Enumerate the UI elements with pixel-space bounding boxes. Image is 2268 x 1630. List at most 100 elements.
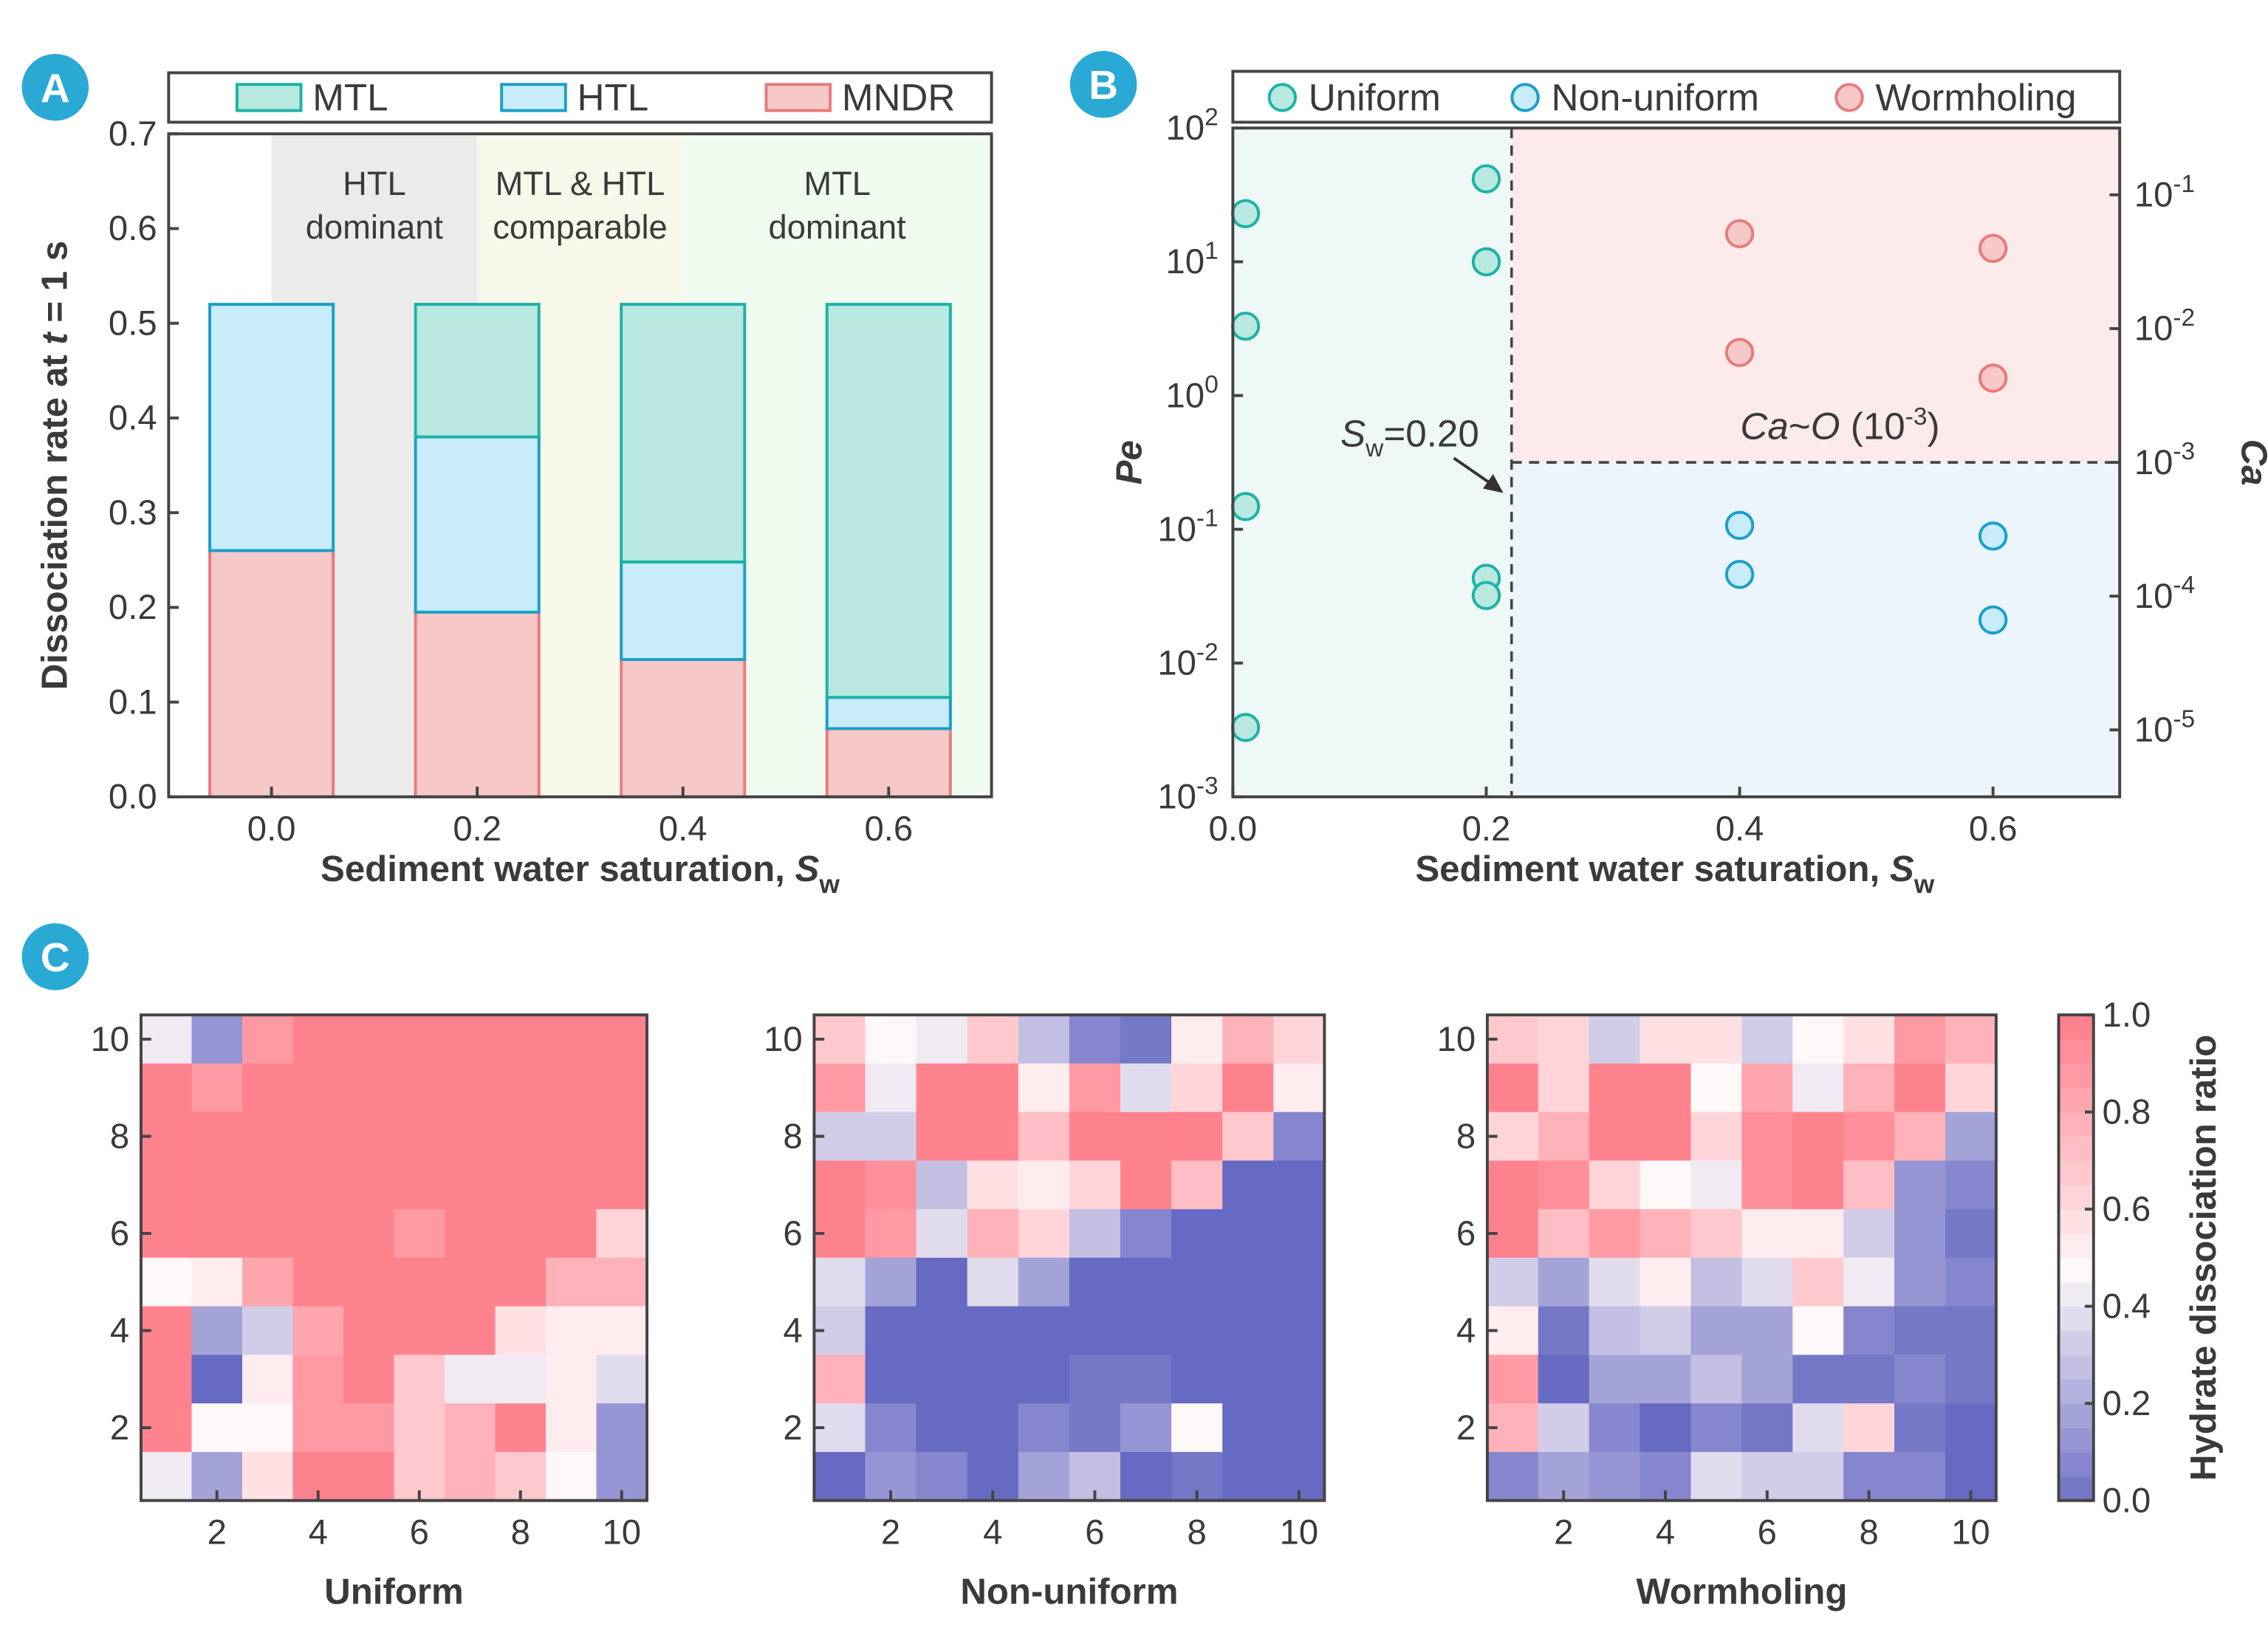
bar-mtl [825,303,952,699]
ylabel-symbol: t [35,331,75,345]
tick-exp: 0 [1205,371,1219,399]
heatmap-cell [1640,1403,1692,1453]
x-tick-label: 10 [1951,1513,1990,1552]
heatmap-cell [1222,1063,1275,1113]
heatmap-cell [495,1015,547,1064]
ylabel-text: = 1 s [35,241,75,332]
heatmap-cell [546,1451,597,1501]
x-tick-label: 0.6 [1969,809,2018,849]
heatmap-cell [1894,1063,1946,1113]
heatmap-cell [596,1403,648,1453]
heatmap-cell [140,1160,193,1210]
heatmap-cell [444,1451,496,1501]
heatmap-cell [546,1015,597,1064]
x-tick-label: 0.2 [453,809,501,849]
region-non-uniform [1511,462,2120,797]
tick-base: 10 [2134,710,2173,750]
heatmap-cell [1018,1403,1070,1453]
heatmap-cell [1945,1063,1997,1113]
heatmap-cell [1120,1451,1172,1501]
heatmap-cell [1589,1355,1641,1404]
heatmap-cell [1273,1306,1326,1356]
heatmap-cell [241,1306,294,1356]
heatmap-cell [1843,1209,1895,1259]
heatmap-cell [1945,1403,1997,1453]
y-axis-label: Dissociation rate at t = 1 s [35,241,75,690]
legend-swatch-htl [500,83,567,112]
region-uniform [1233,128,1512,797]
heatmap-cell [1792,1160,1844,1210]
heatmap-title: Wormholing [1636,1571,1847,1612]
bar-mtl [620,303,747,564]
x-tick-label: 2 [881,1513,900,1552]
heatmap-cell [343,1063,395,1113]
heatmap-cell [596,1160,648,1210]
heatmap-cell [1171,1355,1223,1404]
panel-badge-B [1069,51,1137,118]
heatmap-cell [1640,1306,1692,1356]
heatmap-cell [1690,1015,1743,1064]
heatmap-cell [1792,1209,1844,1259]
point-uniform [1471,581,1501,610]
x-tick-label: 2 [208,1513,227,1552]
x-tick-label: 0.4 [1716,809,1764,849]
heatmap-cell [1945,1257,1997,1307]
heatmap-cell [1690,1403,1743,1453]
point-uniform [1230,311,1261,341]
heatmap-cell [967,1112,1019,1162]
bar-htl [208,303,335,552]
y-tick-label: 0.6 [109,209,157,248]
heatmap-cell [1120,1403,1172,1453]
heatmap-cell [1538,1257,1590,1307]
tick-base: 10 [1157,644,1196,683]
heatmap-cell [394,1403,445,1453]
x-tick-label: 0.6 [864,809,913,849]
heatmap-cell [1792,1112,1844,1162]
heatmap-cell [1120,1257,1172,1307]
heatmap-cell [1538,1355,1590,1404]
heatmap-cell [1069,1257,1121,1307]
y-tick-label: 6 [110,1214,129,1253]
heatmap-cell [1069,1403,1121,1453]
y-tick-label: 0.0 [109,778,157,817]
heatmap-cell [1741,1209,1794,1259]
y-tick-label: 10 [91,1020,130,1059]
tick-exp: -3 [2173,438,2195,465]
heatmap-cell [394,1063,445,1113]
legend-marker-non-uniform [1510,83,1540,112]
colorbar-segment [2058,1306,2094,1332]
heatmap-cell [495,1306,547,1356]
heatmap-cell [444,1112,496,1162]
y2-tick-label: 10-4 [2134,572,2195,616]
heatmap-cell [865,1112,917,1162]
tick-exp: 1 [1205,238,1219,265]
heatmap-cell [1018,1160,1070,1210]
heatmap-cell [1843,1403,1895,1453]
tick-exp: -3 [1196,773,1219,800]
heatmap-cell [444,1063,496,1113]
point-wormholing [1724,338,1755,367]
tick-exp: 2 [1205,103,1219,131]
region-label: comparable [493,208,668,246]
heatmap-cell [444,1306,496,1356]
y-tick-label: 8 [110,1117,129,1156]
heatmap-cell [1843,1112,1895,1162]
heatmap-cell [865,1306,917,1356]
heatmap-cell [546,1257,597,1307]
heatmap-cell [1894,1403,1946,1453]
heatmap-cell [191,1306,243,1356]
heatmap-cell [1273,1257,1326,1307]
heatmap-frame [812,1013,1326,1502]
heatmap-cell [1171,1112,1223,1162]
heatmap-cell [1741,1355,1794,1404]
annotation-sw: Sw=0.20 [1340,412,1479,462]
bar-htl [620,560,747,661]
x-tick-label: 8 [511,1513,530,1552]
colorbar-segment [2058,1015,2094,1040]
point-uniform [1230,713,1261,742]
colorbar-segment [2058,1112,2094,1137]
colorbar-segment [2058,1160,2094,1186]
point-non-uniform [1978,605,2008,635]
heatmap-cell [1843,1355,1895,1404]
heatmap-title: Uniform [324,1571,464,1612]
